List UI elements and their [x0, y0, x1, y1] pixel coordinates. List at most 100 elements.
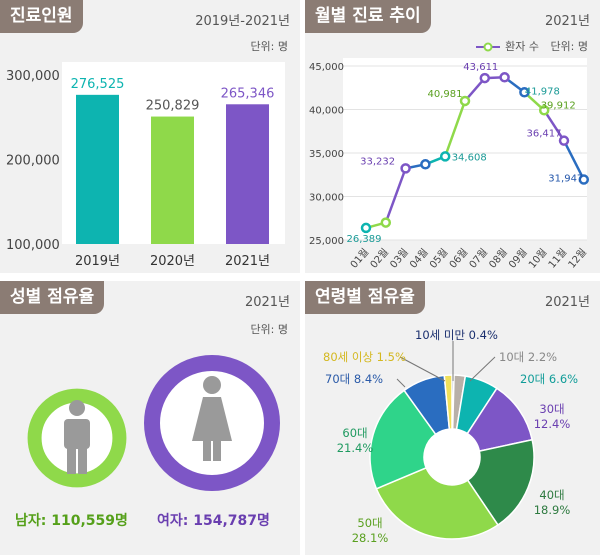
slice-60대	[369, 389, 437, 490]
male-leg-right	[78, 447, 87, 474]
patients-period: 2019년-2021년	[195, 14, 290, 29]
male-head	[69, 400, 85, 416]
slice-label-value: 18.9%	[534, 503, 571, 517]
gender-title: 성별 점유율	[0, 281, 105, 314]
slice-label: 70대 8.4%	[325, 372, 383, 386]
series-segment	[562, 140, 585, 181]
data-point	[578, 174, 590, 185]
patients-title: 진료인원	[0, 0, 83, 33]
male-body	[64, 419, 90, 449]
slice-label: 80세 이상 1.5%	[323, 350, 406, 364]
slice-label-name: 30대	[539, 402, 564, 416]
y-tick-label: 200,000	[6, 154, 60, 169]
data-label: 39,912	[541, 100, 576, 111]
x-tick-label: 10월	[526, 246, 549, 271]
y-tick-label: 25,000	[309, 236, 344, 247]
male-leg-left	[67, 447, 76, 474]
gender-period: 2021년	[244, 295, 290, 310]
series-segment	[543, 109, 566, 142]
monthly-line-chart: 25,000 30,000 35,000 40,000 45,000 26,389 33,2…	[309, 58, 590, 271]
patients-panel: 진료인원 2019년-2021년 단위: 명 100,000 200,000 300…	[0, 0, 300, 273]
x-tick-label: 07월	[467, 246, 490, 271]
series-segment	[444, 100, 467, 157]
y-tick-label: 300,000	[6, 69, 60, 84]
x-tick-label: 2020년	[150, 254, 195, 269]
data-label: 26,389	[347, 234, 382, 245]
data-point	[459, 95, 471, 107]
x-tick-label: 09월	[506, 246, 529, 271]
leader-line	[396, 378, 406, 388]
slice-label-value: 28.1%	[352, 531, 389, 545]
female-head	[203, 376, 221, 394]
female-dress	[192, 397, 232, 441]
slice-label: 10세 미만 0.4%	[415, 328, 498, 342]
donut-hole	[424, 429, 480, 485]
x-tick-label: 06월	[447, 246, 470, 271]
x-tick-label: 02월	[368, 246, 391, 271]
data-point	[499, 72, 510, 83]
patients-unit: 단위: 명	[250, 40, 288, 53]
female-figure-icon	[192, 376, 232, 461]
female-leg-left	[203, 439, 211, 461]
monthly-period: 2021년	[544, 14, 590, 29]
data-point	[558, 135, 570, 146]
y-tick-label: 40,000	[309, 106, 344, 117]
data-point	[420, 159, 431, 170]
y-tick-label: 100,000	[6, 238, 60, 253]
female-leg-right	[213, 439, 221, 461]
y-tick-label: 30,000	[309, 193, 344, 204]
male-figure-icon	[64, 400, 90, 474]
data-point	[380, 217, 392, 228]
slice-label-value: 21.4%	[337, 441, 374, 455]
data-label: 31,947	[548, 174, 583, 185]
bar-2021년	[226, 104, 269, 245]
male-label: 남자: 110,559명	[15, 513, 128, 529]
monthly-title: 월별 진료 추이	[305, 0, 431, 33]
female-label: 여자: 154,787명	[157, 513, 270, 529]
slice-label-value: 12.4%	[534, 417, 571, 431]
x-tick-label: 03월	[388, 246, 411, 271]
data-point	[538, 105, 550, 116]
monthly-legend-area: 환자 수 단위: 명	[474, 38, 588, 54]
data-point	[360, 222, 372, 234]
bar-value-label: 250,829	[146, 99, 200, 114]
leader-line	[469, 356, 496, 382]
data-point	[519, 87, 530, 98]
leader-line	[399, 356, 446, 382]
x-tick-label: 11월	[546, 246, 569, 271]
bar-2020년	[151, 116, 194, 244]
slice-label-name: 40대	[539, 488, 564, 502]
x-tick-label: 2019년	[75, 254, 120, 269]
plot-area	[343, 58, 587, 240]
slice-label-name: 60대	[342, 426, 367, 440]
gender-unit: 단위: 명	[250, 323, 288, 336]
bar-2019년	[76, 94, 119, 245]
age-title: 연령별 점유율	[305, 281, 425, 314]
series-segment	[384, 167, 407, 224]
slice-label: 10대 2.2%	[499, 350, 557, 364]
x-tick-label: 08월	[487, 246, 510, 271]
x-tick-label: 04월	[407, 246, 430, 271]
data-point	[439, 151, 451, 162]
y-tick-label: 35,000	[309, 149, 344, 160]
data-point	[400, 163, 411, 174]
x-tick-label: 01월	[348, 246, 371, 271]
data-label: 34,608	[452, 152, 487, 163]
x-tick-label: 05월	[427, 246, 450, 271]
bar-value-label: 265,346	[221, 86, 275, 101]
data-point	[479, 72, 491, 84]
monthly-unit: 단위: 명	[550, 40, 588, 53]
slice-label: 20대 6.6%	[520, 372, 578, 386]
monthly-legend-label: 환자 수	[505, 40, 539, 53]
monthly-panel: 월별 진료 추이 2021년 환자 수 단위: 명 25,000 30,000 35…	[305, 0, 600, 273]
patients-bar-chart: 100,000 200,000 300,000 276,525 2019년 250,829…	[6, 62, 285, 269]
data-label: 40,981	[428, 89, 463, 100]
legend-line-icon	[475, 42, 500, 52]
data-label: 43,611	[463, 62, 498, 73]
gender-rings	[27, 355, 280, 491]
age-panel: 연령별 점유율 2021년 10세 미만 0.4% 10대 2.2% 20대 6.6…	[305, 281, 600, 555]
data-label: 36,417	[527, 129, 562, 140]
x-tick-label: 2021년	[225, 254, 270, 269]
data-label: 33,232	[360, 156, 395, 167]
